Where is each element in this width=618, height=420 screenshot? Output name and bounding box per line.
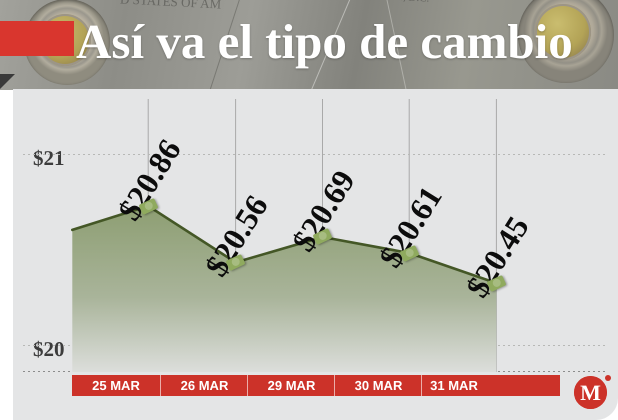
- svg-text:M: M: [580, 380, 601, 405]
